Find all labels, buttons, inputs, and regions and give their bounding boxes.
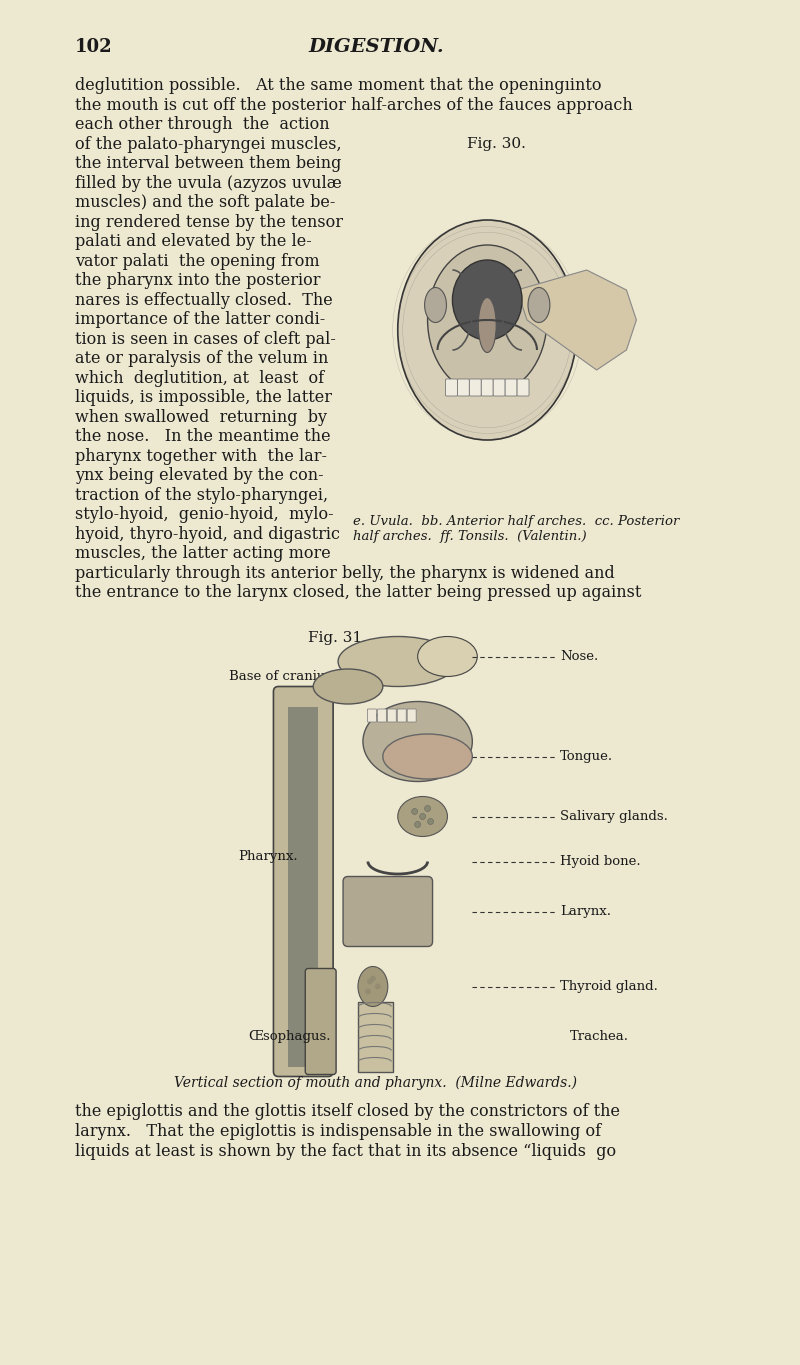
- Text: the epiglottis and the glottis itself closed by the constrictors of the: the epiglottis and the glottis itself cl…: [74, 1103, 619, 1121]
- FancyBboxPatch shape: [274, 687, 333, 1077]
- Text: muscles) and the soft palate be-: muscles) and the soft palate be-: [74, 194, 335, 212]
- FancyBboxPatch shape: [458, 379, 470, 396]
- Text: ate or paralysis of the velum in: ate or paralysis of the velum in: [74, 349, 328, 367]
- Ellipse shape: [528, 288, 550, 322]
- Text: palati and elevated by the le-: palati and elevated by the le-: [74, 233, 311, 250]
- Circle shape: [375, 984, 381, 990]
- Text: nares is effectually closed.  The: nares is effectually closed. The: [74, 292, 332, 308]
- Ellipse shape: [383, 734, 472, 779]
- Text: Trachea.: Trachea.: [570, 1031, 629, 1043]
- FancyBboxPatch shape: [398, 708, 406, 722]
- Text: pharynx together with  the lar-: pharynx together with the lar-: [74, 448, 326, 464]
- Text: Fig. 30.: Fig. 30.: [467, 136, 526, 152]
- FancyBboxPatch shape: [494, 379, 505, 396]
- Text: larynx.   That the epiglottis is indispensable in the swallowing of: larynx. That the epiglottis is indispens…: [74, 1123, 601, 1140]
- Circle shape: [427, 819, 434, 824]
- Text: traction of the stylo-pharyngei,: traction of the stylo-pharyngei,: [74, 486, 328, 504]
- Text: Œsophagus.: Œsophagus.: [249, 1031, 331, 1043]
- Text: Pharynx.: Pharynx.: [238, 850, 298, 863]
- Text: deglutition possible.   At the same moment that the openingıinto: deglutition possible. At the same moment…: [74, 76, 601, 94]
- FancyBboxPatch shape: [407, 708, 416, 722]
- Text: when swallowed  returning  by: when swallowed returning by: [74, 408, 326, 426]
- FancyBboxPatch shape: [367, 708, 376, 722]
- Ellipse shape: [314, 669, 383, 704]
- Text: ynx being elevated by the con-: ynx being elevated by the con-: [74, 467, 323, 485]
- Text: filled by the uvula (azyzos uvulæ: filled by the uvula (azyzos uvulæ: [74, 175, 342, 191]
- FancyBboxPatch shape: [343, 876, 433, 946]
- Text: Thyroid gland.: Thyroid gland.: [560, 980, 658, 992]
- Ellipse shape: [427, 244, 547, 394]
- Ellipse shape: [453, 259, 522, 340]
- FancyBboxPatch shape: [306, 969, 336, 1074]
- Text: of the palato-pharyngei muscles,: of the palato-pharyngei muscles,: [74, 135, 342, 153]
- Ellipse shape: [338, 636, 458, 687]
- Text: vator palati  the opening from: vator palati the opening from: [74, 253, 319, 269]
- Text: ing rendered tense by the tensor: ing rendered tense by the tensor: [74, 213, 342, 231]
- Polygon shape: [517, 270, 637, 370]
- Text: tion is seen in cases of cleft pal-: tion is seen in cases of cleft pal-: [74, 330, 335, 348]
- Text: which  deglutition, at  least  of: which deglutition, at least of: [74, 370, 324, 386]
- Text: the pharynx into the posterior: the pharynx into the posterior: [74, 272, 320, 289]
- Text: importance of the latter condi-: importance of the latter condi-: [74, 311, 325, 328]
- Text: Nose.: Nose.: [560, 650, 598, 663]
- Text: DIGESTION.: DIGESTION.: [308, 38, 444, 56]
- Text: e. Uvula.  bb. Anterior half arches.  cc. Posterior
half arches.  ff. Tonsils.  : e. Uvula. bb. Anterior half arches. cc. …: [353, 515, 679, 543]
- Ellipse shape: [418, 636, 478, 677]
- Ellipse shape: [363, 702, 472, 782]
- FancyBboxPatch shape: [517, 379, 529, 396]
- Text: Base of cranium.: Base of cranium.: [229, 670, 342, 682]
- Text: muscles, the latter acting more: muscles, the latter acting more: [74, 545, 330, 562]
- Text: Fig. 31.: Fig. 31.: [308, 631, 367, 644]
- Text: Salivary glands.: Salivary glands.: [560, 809, 668, 823]
- Circle shape: [425, 805, 430, 812]
- Text: stylo-hyoid,  genio-hyoid,  mylo-: stylo-hyoid, genio-hyoid, mylo-: [74, 506, 334, 523]
- Circle shape: [365, 988, 371, 995]
- Text: hyoid, thyro-hyoid, and digastric: hyoid, thyro-hyoid, and digastric: [74, 526, 339, 542]
- Text: the entrance to the larynx closed, the latter being pressed up against: the entrance to the larynx closed, the l…: [74, 584, 641, 601]
- FancyBboxPatch shape: [387, 708, 396, 722]
- Circle shape: [412, 808, 418, 815]
- FancyBboxPatch shape: [470, 379, 482, 396]
- Text: the mouth is cut off the posterior half-arches of the fauces approach: the mouth is cut off the posterior half-…: [74, 97, 632, 113]
- Text: each other through  the  action: each other through the action: [74, 116, 330, 132]
- Ellipse shape: [358, 966, 388, 1006]
- Text: Hyoid bone.: Hyoid bone.: [560, 854, 641, 868]
- Text: particularly through its anterior belly, the pharynx is widened and: particularly through its anterior belly,…: [74, 565, 614, 581]
- FancyBboxPatch shape: [378, 708, 386, 722]
- Circle shape: [420, 814, 426, 819]
- Ellipse shape: [425, 288, 446, 322]
- FancyBboxPatch shape: [446, 379, 458, 396]
- FancyBboxPatch shape: [288, 707, 318, 1066]
- Text: the interval between them being: the interval between them being: [74, 156, 341, 172]
- Text: the nose.   In the meantime the: the nose. In the meantime the: [74, 429, 330, 445]
- Text: liquids, is impossible, the latter: liquids, is impossible, the latter: [74, 389, 331, 405]
- Ellipse shape: [398, 797, 447, 837]
- Text: Tongue.: Tongue.: [560, 749, 613, 763]
- Text: Larynx.: Larynx.: [560, 905, 611, 919]
- Circle shape: [367, 979, 373, 984]
- Ellipse shape: [398, 220, 577, 440]
- Text: Vertical section of mouth and pharynx.  (Milne Edwards.): Vertical section of mouth and pharynx. (…: [174, 1076, 577, 1089]
- Circle shape: [414, 822, 421, 827]
- FancyBboxPatch shape: [358, 1002, 393, 1072]
- Text: 102: 102: [74, 38, 112, 56]
- Text: liquids at least is shown by the fact that in its absence “liquids  go: liquids at least is shown by the fact th…: [74, 1143, 616, 1159]
- Ellipse shape: [478, 298, 496, 352]
- Circle shape: [370, 976, 376, 981]
- FancyBboxPatch shape: [505, 379, 517, 396]
- FancyBboxPatch shape: [482, 379, 494, 396]
- FancyBboxPatch shape: [353, 165, 606, 535]
